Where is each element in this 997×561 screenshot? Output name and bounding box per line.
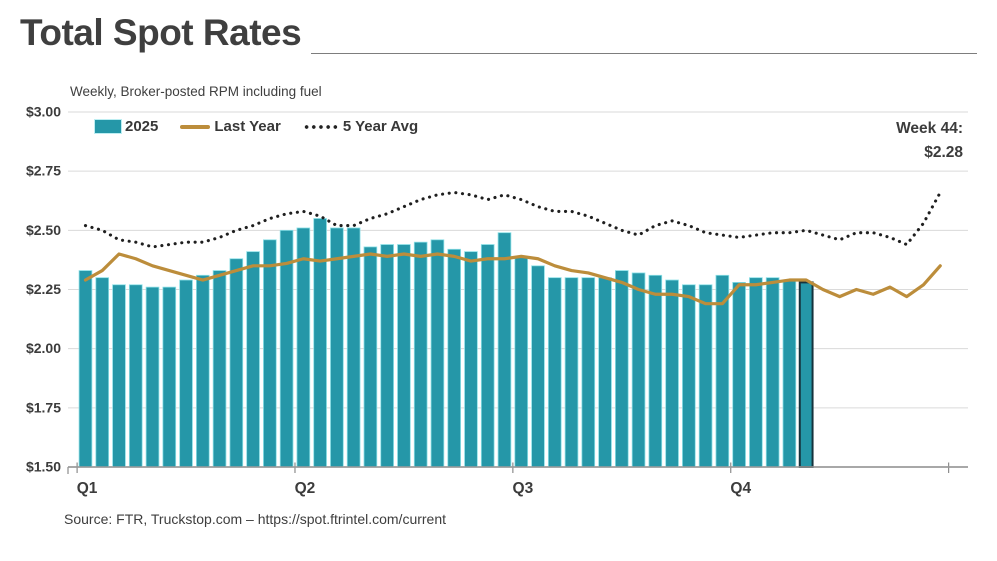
bar-week-21 <box>413 241 428 468</box>
y-tick-label: $2.50 <box>26 222 61 238</box>
bar-week-16 <box>330 227 344 468</box>
y-tick-label: $2.75 <box>26 163 61 179</box>
bar-week-25 <box>480 244 495 468</box>
y-tick-label: $2.00 <box>26 340 61 356</box>
bar-week-17 <box>346 227 361 468</box>
line-swatch-icon <box>180 124 211 129</box>
bar-week-19 <box>380 244 394 468</box>
bar-week-37 <box>682 284 696 468</box>
callout-value: $2.28 <box>924 144 963 161</box>
bar-week-7 <box>179 279 193 468</box>
bar-week-9 <box>212 270 227 468</box>
bar-week-38 <box>698 284 713 468</box>
chart-legend: 2025 Last Year 5 Year Avg <box>94 118 419 135</box>
bar-swatch-icon <box>94 119 122 134</box>
bar-week-1 <box>78 270 93 468</box>
dotted-swatch-icon <box>302 123 339 130</box>
bar-week-24 <box>464 251 478 468</box>
bar-week-12 <box>263 239 277 468</box>
source-note: Source: FTR, Truckstop.com – https://spo… <box>64 511 447 527</box>
bar-week-40 <box>732 281 746 468</box>
latest-week-callout: Week 44: $2.28 <box>896 117 963 165</box>
bar-week-5 <box>145 286 160 468</box>
bar-week-6 <box>162 286 177 468</box>
last-year-line <box>83 252 942 306</box>
callout-week-label: Week 44: <box>896 120 963 137</box>
bar-week-33 <box>615 270 629 468</box>
bar-week-36 <box>665 279 679 468</box>
bar-week-18 <box>363 246 378 468</box>
bar-week-26 <box>497 232 512 468</box>
x-axis-label-q3: Q3 <box>513 480 534 497</box>
chart-subtitle: Weekly, Broker-posted RPM including fuel <box>70 84 322 99</box>
page-title: Total Spot Rates <box>20 12 312 54</box>
bar-week-11 <box>246 251 260 468</box>
x-axis-label-q1: Q1 <box>77 480 98 497</box>
y-tick-label: $3.00 <box>26 104 61 120</box>
bar-week-28 <box>531 265 545 468</box>
legend-label-2025: 2025 <box>125 118 159 135</box>
bar-week-23 <box>447 248 461 468</box>
legend-item-5-year-avg: 5 Year Avg <box>302 118 419 135</box>
y-tick-label: $1.50 <box>26 459 61 475</box>
bar-week-15 <box>313 218 327 468</box>
bar-week-4 <box>128 284 143 468</box>
legend-item-2025: 2025 <box>94 118 159 135</box>
bar-week-14 <box>296 227 311 468</box>
legend-item-last-year: Last Year <box>180 118 281 135</box>
bar-week-35 <box>648 274 663 468</box>
bar-week-32 <box>598 277 612 468</box>
title-rule <box>24 53 977 54</box>
bar-week-30 <box>564 277 579 468</box>
bar-week-43 <box>782 279 797 468</box>
bar-week-13 <box>279 229 294 468</box>
bar-week-22 <box>430 239 445 468</box>
bar-week-42 <box>765 277 780 468</box>
x-axis-label-q2: Q2 <box>295 480 316 497</box>
five-year-avg-line <box>83 190 942 249</box>
bar-week-29 <box>547 277 562 468</box>
bar-week-41 <box>749 277 763 468</box>
bar-week-8 <box>195 274 210 468</box>
bar-week-3 <box>112 284 126 468</box>
bar-week-20 <box>397 244 411 468</box>
bar-week-27 <box>514 255 529 468</box>
bar-week-2 <box>95 277 110 468</box>
y-tick-label: $1.75 <box>26 399 61 415</box>
x-axis-label-q4: Q4 <box>730 480 751 497</box>
y-tick-label: $2.25 <box>26 281 61 297</box>
bar-week-34 <box>631 272 646 468</box>
bar-week-44 <box>798 281 814 468</box>
bar-week-31 <box>581 277 596 468</box>
bar-week-10 <box>229 258 244 468</box>
legend-label-5-year-avg: 5 Year Avg <box>342 118 419 135</box>
legend-label-last-year: Last Year <box>214 118 281 135</box>
